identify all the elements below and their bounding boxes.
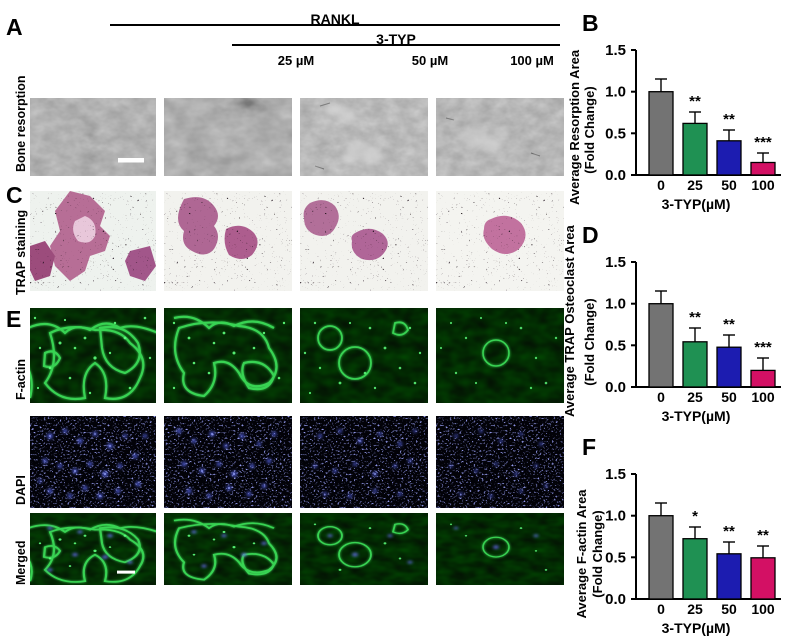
svg-text:50: 50: [721, 389, 737, 405]
svg-text:0.5: 0.5: [605, 337, 626, 354]
svg-text:1.5: 1.5: [605, 469, 626, 483]
svg-text:0.0: 0.0: [605, 591, 626, 608]
svg-text:0: 0: [657, 389, 665, 405]
svg-text:25: 25: [687, 177, 703, 193]
svg-text:***: ***: [754, 134, 772, 151]
svg-text:100: 100: [751, 389, 775, 405]
svg-text:100: 100: [751, 601, 775, 617]
svg-text:50: 50: [721, 601, 737, 617]
svg-text:25: 25: [687, 601, 703, 617]
svg-text:**: **: [723, 523, 735, 540]
svg-text:25: 25: [687, 389, 703, 405]
svg-text:50: 50: [721, 177, 737, 193]
svg-text:*: *: [692, 508, 698, 525]
svg-text:1.5: 1.5: [605, 257, 626, 271]
svg-text:**: **: [757, 527, 769, 544]
svg-text:**: **: [689, 93, 701, 110]
svg-text:0.5: 0.5: [605, 549, 626, 566]
svg-text:1.0: 1.0: [605, 84, 626, 101]
svg-text:**: **: [689, 309, 701, 326]
svg-text:0.0: 0.0: [605, 379, 626, 396]
svg-text:***: ***: [754, 339, 772, 356]
svg-text:0.0: 0.0: [605, 167, 626, 184]
svg-text:1.0: 1.0: [605, 296, 626, 313]
svg-text:100: 100: [751, 177, 775, 193]
svg-text:1.0: 1.0: [605, 508, 626, 525]
svg-text:0.5: 0.5: [605, 125, 626, 142]
svg-text:**: **: [723, 316, 735, 333]
svg-text:0: 0: [657, 601, 665, 617]
svg-text:0: 0: [657, 177, 665, 193]
svg-text:**: **: [723, 111, 735, 128]
svg-text:1.5: 1.5: [605, 45, 626, 59]
